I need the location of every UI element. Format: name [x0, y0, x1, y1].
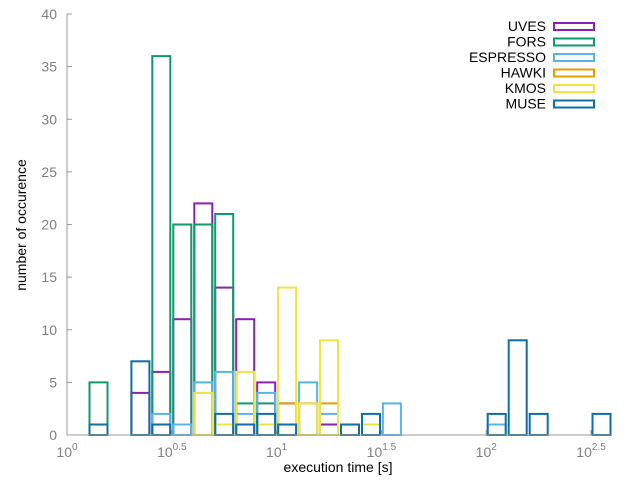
bar-muse-bin-13 — [340, 423, 360, 436]
y-tick-label: 10 — [41, 322, 57, 338]
bar-fors-bin-5 — [172, 223, 193, 436]
bar-uves-bin-4 — [151, 370, 172, 436]
bar-uves-bin-8 — [235, 318, 256, 437]
bar-hawki-bin-12 — [319, 402, 339, 436]
bar-kmos-bin-11 — [298, 402, 319, 436]
y-tick-label: 25 — [41, 164, 57, 180]
bar-hawki-bin-10 — [277, 402, 298, 436]
bar-uves-bin-6 — [193, 202, 214, 436]
bar-uves-bin-3 — [130, 391, 151, 436]
bar-muse-bin-3 — [130, 360, 151, 436]
legend-label-muse: MUSE — [506, 96, 546, 112]
bar-hawki-bin-11 — [298, 402, 319, 436]
legend-swatch-kmos — [553, 84, 595, 93]
bar-kmos-bin-10 — [277, 286, 298, 436]
bar-fors-bin-7 — [214, 213, 235, 436]
bar-fors-bin-9 — [256, 402, 277, 436]
bar-uves-bin-7 — [214, 286, 235, 436]
legend-swatch-hawki — [553, 68, 595, 78]
bar-kmos-bin-9 — [256, 423, 277, 436]
legend-label-hawki: HAWKI — [501, 65, 546, 81]
bar-muse-bin-10 — [277, 423, 298, 436]
legend-swatch-muse — [553, 99, 595, 109]
bar-fors-bin-6 — [193, 223, 214, 436]
y-tick-label: 40 — [41, 6, 57, 22]
bar-uves-bin-9 — [256, 381, 277, 436]
y-tick-label: 5 — [49, 374, 57, 390]
bar-fors-bin-4 — [151, 55, 172, 436]
bar-fors-bin-1 — [88, 381, 109, 436]
legend-label-espresso: ESPRESSO — [469, 49, 546, 65]
bar-espresso-bin-5 — [172, 423, 193, 436]
legend-swatch-uves — [553, 22, 595, 31]
x-tick-label: 100 — [56, 442, 78, 460]
bar-espresso-bin-10 — [277, 423, 298, 436]
y-tick-label: 35 — [41, 59, 57, 75]
legend-label-kmos: KMOS — [505, 80, 546, 96]
x-tick-label: 101 — [266, 442, 288, 460]
bar-espresso-bin-15 — [381, 402, 402, 436]
bar-kmos-bin-12 — [319, 339, 339, 436]
histogram-bars — [88, 55, 612, 437]
legend-swatch-espresso — [553, 53, 595, 62]
x-tick-label: 102.5 — [576, 442, 606, 460]
bar-espresso-bin-11 — [298, 381, 319, 436]
bar-uves-bin-10 — [277, 402, 298, 436]
y-tick-label: 20 — [41, 217, 57, 233]
bar-kmos-bin-14 — [361, 423, 381, 436]
bar-muse-bin-4 — [151, 423, 172, 436]
bar-fors-bin-8 — [235, 402, 256, 436]
x-tick-label: 101.5 — [367, 442, 397, 460]
legend-label-fors: FORS — [507, 34, 546, 50]
bar-kmos-bin-6 — [193, 391, 214, 436]
bar-muse-bin-21 — [507, 339, 528, 436]
bar-espresso-bin-20 — [486, 423, 507, 436]
bar-muse-bin-22 — [528, 412, 549, 436]
bar-uves-bin-5 — [172, 318, 193, 437]
bar-espresso-bin-7 — [214, 370, 235, 436]
bar-muse-bin-25 — [591, 412, 612, 436]
bar-uves-bin-11 — [298, 402, 319, 436]
axis-ticks: 0 5 10 15 20 25 30 35 40 100 100.5 101 101.5 102 102.5 — [41, 6, 606, 460]
x-tick-label: 100.5 — [157, 442, 187, 460]
legend-swatch-fors — [553, 37, 595, 47]
bar-espresso-bin-6 — [193, 381, 214, 436]
bar-muse-bin-1 — [88, 423, 109, 436]
legend-label-uves: UVES — [508, 18, 546, 34]
x-axis-title: execution time [s] — [284, 459, 393, 475]
bar-muse-bin-8 — [235, 423, 256, 436]
y-axis-title: number of occurence — [13, 159, 29, 291]
y-tick-label: 0 — [49, 427, 57, 443]
y-tick-label: 15 — [41, 269, 57, 285]
x-tick-label: 102 — [476, 442, 498, 460]
y-tick-label: 30 — [41, 111, 57, 127]
bar-uves-bin-12 — [319, 423, 339, 436]
bar-kmos-bin-7 — [214, 423, 235, 436]
